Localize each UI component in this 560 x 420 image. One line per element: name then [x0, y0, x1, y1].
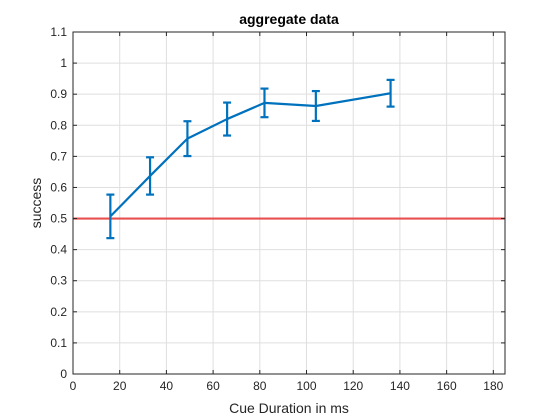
y-tick-label-9: 0.9 [50, 87, 67, 101]
y-tick-label-4: 0.4 [50, 243, 67, 257]
tick-labels: 0 20 40 60 80 100 120 140 160 180 0 0.1 0.2 0.3 0.4 0.5… [50, 25, 503, 393]
x-tick-label-5: 100 [296, 379, 316, 393]
chart-title: aggregate data [239, 11, 339, 27]
x-tick-label-0: 0 [70, 379, 77, 393]
x-tick-label-2: 40 [160, 379, 174, 393]
axes-box [72, 31, 506, 375]
y-tick-label-0: 0 [60, 367, 67, 381]
axes [72, 31, 506, 375]
y-tick-label-2: 0.2 [50, 305, 67, 319]
plot-area [73, 32, 505, 374]
y-tick-label-5: 0.5 [50, 212, 67, 226]
y-tick-label-1: 0.1 [50, 336, 67, 350]
y-tick-label-6: 0.6 [50, 180, 67, 194]
x-tick-label-9: 180 [483, 379, 503, 393]
x-axis-label: Cue Duration in ms [229, 400, 349, 416]
y-tick-label-10: 1 [60, 56, 67, 70]
x-tick-label-7: 140 [390, 379, 410, 393]
x-tick-label-4: 80 [253, 379, 267, 393]
y-axis-label: success [28, 178, 44, 229]
y-tick-label-7: 0.7 [50, 149, 67, 163]
grid [72, 31, 505, 375]
series-group [106, 78, 395, 240]
x-tick-label-3: 60 [206, 379, 220, 393]
y-tick-label-8: 0.8 [50, 118, 67, 132]
y-tick-label-11: 1.1 [50, 25, 67, 39]
x-tick-label-8: 160 [437, 379, 457, 393]
x-tick-label-1: 20 [113, 379, 127, 393]
x-tick-label-6: 120 [343, 379, 363, 393]
y-tick-label-3: 0.3 [50, 274, 67, 288]
